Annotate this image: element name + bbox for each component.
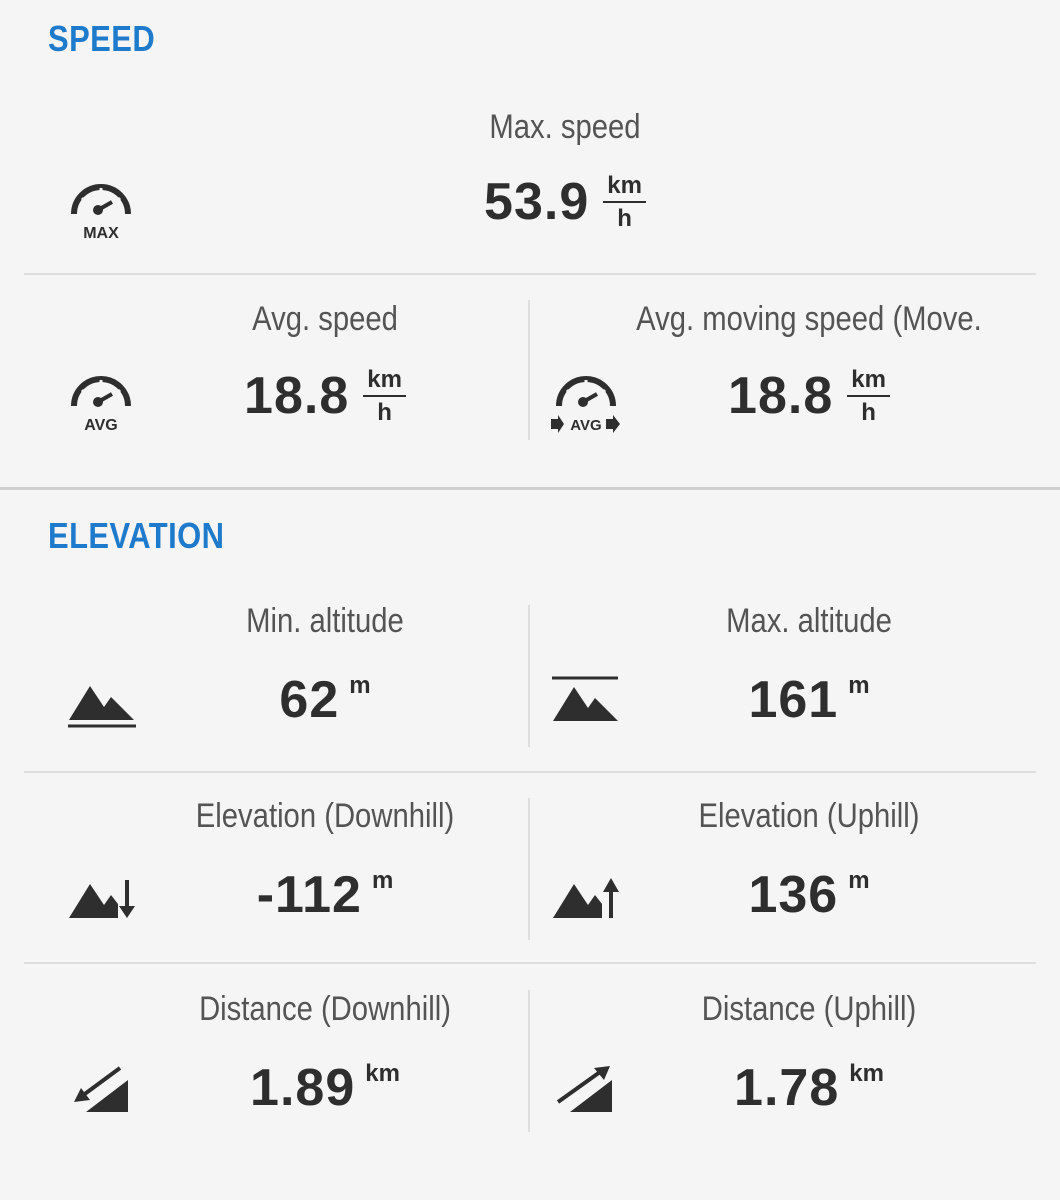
avg-speed-cell: Avg. speed 18.8 km h [130, 290, 520, 450]
svg-text:AVG: AVG [570, 417, 601, 434]
divider [24, 771, 1036, 773]
distance-downhill-cell: Distance (Downhill) 1.89 km [130, 978, 520, 1138]
svg-text:MAX: MAX [83, 225, 119, 242]
avg-speed-label: Avg. speed [252, 300, 398, 338]
elevation-uphill-cell: Elevation (Uphill) 136 m [600, 785, 1018, 945]
avg-speed-value: 18.8 [244, 367, 350, 425]
min-altitude-label: Min. altitude [246, 602, 404, 640]
speedometer-avg-moving-icon: AVG [550, 370, 622, 436]
distance-downhill-label: Distance (Downhill) [199, 990, 451, 1028]
slope-down-arrow-icon [72, 1064, 132, 1114]
speedometer-max-icon: MAX [68, 178, 134, 244]
max-speed-cell: Max. speed 53.9 km h [300, 100, 830, 260]
distance-downhill-unit: km [365, 1060, 400, 1087]
column-divider [528, 798, 530, 940]
elevation-uphill-label: Elevation (Uphill) [698, 797, 920, 835]
elevation-uphill-unit: m [848, 867, 870, 894]
max-altitude-unit: m [848, 672, 870, 699]
mountain-down-arrow-icon [68, 876, 136, 920]
section-divider [0, 487, 1060, 490]
divider [24, 273, 1036, 275]
max-speed-value: 53.9 [484, 173, 590, 231]
avg-moving-speed-value: 18.8 [728, 367, 834, 425]
min-altitude-value: 62 [279, 671, 340, 729]
elevation-downhill-value: -112 [256, 866, 362, 924]
elevation-section-title: ELEVATION [48, 515, 225, 556]
column-divider [528, 990, 530, 1132]
speedometer-avg-icon: AVG [68, 370, 134, 436]
max-altitude-value: 161 [748, 671, 839, 729]
avg-moving-speed-label: Avg. moving speed (Move. [636, 300, 982, 338]
column-divider [528, 605, 530, 747]
distance-uphill-unit: km [849, 1060, 884, 1087]
mountain-up-arrow-icon [552, 876, 620, 920]
max-altitude-cell: Max. altitude 161 m [600, 590, 1018, 750]
min-altitude-unit: m [349, 672, 371, 699]
avg-speed-unit: km h [363, 367, 406, 425]
divider [24, 962, 1036, 964]
svg-text:AVG: AVG [84, 417, 117, 434]
distance-uphill-label: Distance (Uphill) [701, 990, 917, 1028]
avg-moving-speed-cell: Avg. moving speed (Move. 18.8 km h [600, 290, 1018, 450]
speed-section-title: SPEED [48, 18, 156, 59]
slope-up-arrow-icon [556, 1064, 616, 1114]
max-speed-unit: km h [603, 173, 646, 231]
min-altitude-cell: Min. altitude 62 m [130, 590, 520, 750]
min-altitude-icon [68, 680, 136, 730]
max-altitude-icon [552, 674, 620, 724]
elevation-downhill-unit: m [371, 867, 394, 894]
max-speed-label: Max. speed [489, 108, 641, 146]
distance-uphill-cell: Distance (Uphill) 1.78 km [600, 978, 1018, 1138]
elevation-downhill-label: Elevation (Downhill) [195, 797, 455, 835]
distance-downhill-value: 1.89 [250, 1059, 356, 1117]
max-altitude-label: Max. altitude [726, 602, 892, 640]
avg-moving-speed-unit: km h [847, 367, 890, 425]
distance-uphill-value: 1.78 [734, 1059, 840, 1117]
elevation-uphill-value: 136 [748, 866, 839, 924]
elevation-downhill-cell: Elevation (Downhill) -112 m [130, 785, 520, 945]
column-divider [528, 300, 530, 440]
